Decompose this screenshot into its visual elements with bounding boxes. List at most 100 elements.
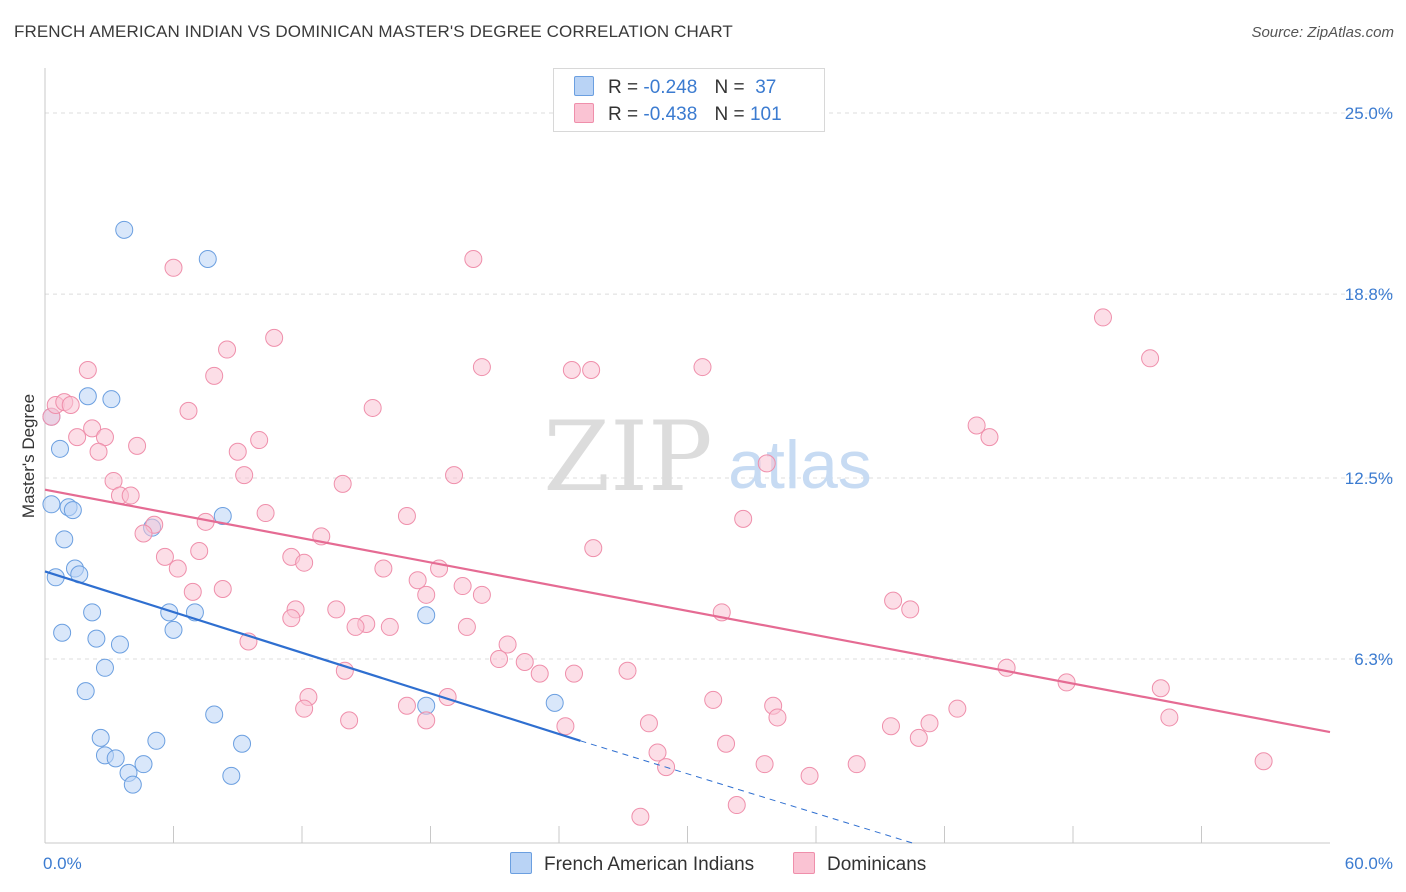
dominican-point: [618, 661, 637, 680]
dominican-point: [397, 696, 416, 715]
french-american-indian-point: [123, 775, 142, 794]
legend-r-value: -0.248: [643, 77, 698, 98]
trend-lines: [44, 488, 1331, 844]
dominican-point: [121, 486, 140, 505]
dominican-point: [1141, 349, 1160, 368]
dominican-point: [967, 416, 986, 435]
dominican-point: [453, 577, 472, 596]
dominican-point: [457, 617, 476, 636]
french-american-indian-point: [76, 682, 95, 701]
legend-row-dominican: R = -0.438 N = 101: [574, 103, 782, 127]
dominican-point: [734, 509, 753, 528]
french-american-indian-point: [134, 755, 153, 774]
french-american-indian-point: [545, 693, 564, 712]
dominican-point: [498, 635, 517, 654]
dominican-point: [205, 366, 224, 385]
french-american-indian-point: [53, 623, 72, 642]
y-tick-label: 25.0%: [1345, 104, 1393, 123]
dominican-point: [472, 358, 491, 377]
x-tick-label: 0.0%: [43, 854, 82, 873]
dominican-point: [997, 658, 1016, 677]
dominican-point: [980, 428, 999, 447]
y-tick-label: 6.3%: [1354, 650, 1393, 669]
dominican-point: [417, 711, 436, 730]
dominican-point: [228, 442, 247, 461]
dominican-point: [530, 664, 549, 683]
legend-n-label: N =: [714, 104, 745, 125]
dominican-point: [380, 617, 399, 636]
dominican-trendline: [44, 488, 1331, 734]
legend-n-value: 101: [749, 104, 782, 125]
dominican-point: [564, 664, 583, 683]
dominican-point: [1151, 679, 1170, 698]
dominican-point: [397, 506, 416, 525]
dominican-point: [327, 600, 346, 619]
dominican-point: [639, 714, 658, 733]
dominican-point: [755, 755, 774, 774]
dominican-point: [704, 690, 723, 709]
dominican-point: [164, 258, 183, 277]
french-american-indian-point: [110, 635, 129, 654]
bottom-legend-dominican: Dominicans: [793, 852, 926, 876]
dominican-point: [295, 553, 314, 572]
dominican-point: [582, 360, 601, 379]
dominican-point: [265, 328, 284, 347]
dominican-point: [464, 250, 483, 269]
french-american-indian-point: [233, 734, 252, 753]
dominican-point: [490, 650, 509, 669]
dominican-point: [727, 796, 746, 815]
axes: [44, 68, 1330, 844]
french-american-indian-trendline: [44, 570, 581, 742]
y-axis-label: Master's Degree: [19, 394, 38, 518]
dominican-point: [884, 591, 903, 610]
dominican-point: [340, 711, 359, 730]
dominican-point: [909, 728, 928, 747]
dominican-point: [757, 454, 776, 473]
french-american-indian-point: [63, 501, 82, 520]
correlation-legend: R = -0.248 N = 37 R = -0.438 N = 101: [553, 68, 825, 132]
french-american-indian-point: [106, 749, 125, 768]
chart-title: FRENCH AMERICAN INDIAN VS DOMINICAN MAST…: [14, 22, 733, 41]
french-american-indian-point: [147, 731, 166, 750]
dominican-point: [800, 766, 819, 785]
legend-n-value: 37: [749, 77, 777, 98]
dominican-point: [556, 717, 575, 736]
dominican-point: [472, 585, 491, 604]
legend-r-value: -0.438: [643, 104, 698, 125]
french-american-indian-point: [164, 620, 183, 639]
watermark: ZIP atlas: [543, 401, 871, 513]
dominican-point: [408, 571, 427, 590]
dominican-point: [134, 524, 153, 543]
dominican-point: [128, 436, 147, 455]
dominican-point: [78, 360, 97, 379]
dominican-point: [374, 559, 393, 578]
dominican-point: [584, 539, 603, 558]
dominican-point: [562, 360, 581, 379]
legend-r-label: R =: [608, 77, 639, 98]
dominican-point: [948, 699, 967, 718]
dominican-point: [768, 708, 787, 727]
dominican-point: [61, 396, 80, 415]
dominican-point: [333, 474, 352, 493]
french-american-indian-point: [55, 530, 74, 549]
bottom-legend-label-french: French American Indians: [544, 854, 755, 875]
dominican-point: [89, 442, 108, 461]
french-american-indian-point: [83, 603, 102, 622]
legend-swatch-french: [574, 76, 594, 96]
french-american-indian-point: [222, 766, 241, 785]
watermark-zip: ZIP: [543, 401, 712, 513]
legend-r-label: R =: [608, 104, 639, 125]
dominican-point: [1160, 708, 1179, 727]
legend-n-label: N =: [714, 77, 745, 98]
french-american-indian-point: [78, 387, 97, 406]
gridlines: [45, 112, 1393, 660]
dominican-point: [218, 340, 237, 359]
bottom-legend-label-dominican: Dominicans: [827, 854, 927, 875]
dominican-point: [847, 755, 866, 774]
legend-swatch-dominican: [574, 103, 594, 123]
dominican-point: [693, 358, 712, 377]
dominican-point: [335, 661, 354, 680]
french-american-indian-point: [95, 658, 114, 677]
dominican-point: [631, 807, 650, 826]
